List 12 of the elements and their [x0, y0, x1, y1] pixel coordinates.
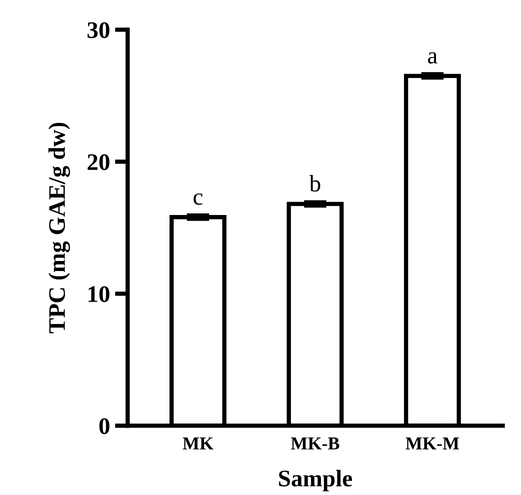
x-tick-label: MK-B — [290, 438, 340, 450]
x-tick-label: MK — [182, 438, 214, 450]
y-tick-label: 10 — [88, 286, 110, 302]
data-label: b — [309, 174, 320, 192]
data-label: a — [428, 52, 438, 64]
x-axis-title: Sample — [279, 470, 352, 492]
data-label: c — [194, 193, 202, 205]
y-axis-title: TPC (mg GAE/g dw) — [48, 122, 70, 334]
y-tick-label: 30 — [88, 22, 110, 38]
y-tick-label: 20 — [88, 154, 110, 170]
y-tick-label: 0 — [99, 418, 110, 434]
x-tick-label: MK-M — [406, 438, 459, 450]
